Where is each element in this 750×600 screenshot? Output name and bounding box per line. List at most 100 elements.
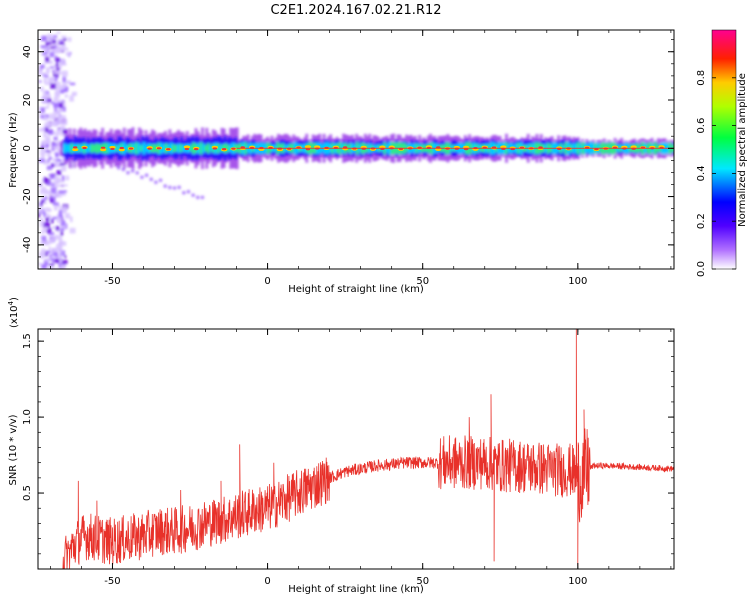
heatmap-noise-cell	[58, 210, 63, 216]
heatmap-noise-cell	[59, 250, 66, 257]
heatmap-noise-cell	[40, 127, 46, 132]
heatmap-core-cell	[183, 145, 191, 149]
heatmap-band-cell	[70, 143, 74, 154]
heatmap-band-cell	[189, 145, 193, 152]
heatmap-noise-cell	[52, 255, 56, 259]
heatmap-noise-cell	[62, 88, 68, 93]
heatmap-noise-cell	[57, 99, 61, 103]
x-tick-label: -50	[104, 276, 120, 287]
heatmap-core-cell	[110, 147, 115, 151]
heatmap-noise-cell	[57, 39, 61, 44]
heatmap-noise-cell	[62, 260, 68, 264]
heatmap-band-cell	[144, 145, 149, 152]
heatmap-noise-cell	[53, 192, 59, 197]
heatmap-noise-cell	[55, 152, 59, 158]
heatmap-noise-cell	[52, 248, 59, 255]
heatmap-noise-cell	[50, 122, 55, 127]
heatmap-noise-cell	[44, 122, 50, 128]
heatmap-noise-cell	[59, 42, 65, 45]
heatmap-noise-cell	[38, 72, 45, 76]
heatmap-noise-cell	[69, 95, 74, 102]
heatmap-noise-cell	[40, 107, 46, 113]
heatmap-noise-cell	[60, 125, 66, 130]
heatmap-noise-cell	[55, 140, 60, 145]
heatmap-noise-cell	[41, 264, 47, 269]
heatmap-tail-cell	[144, 173, 149, 177]
heatmap-noise-cell	[62, 101, 66, 108]
heatmap-tail-cell	[126, 170, 130, 175]
heatmap-noise-cell	[52, 158, 59, 162]
heatmap-noise-cell	[46, 217, 49, 223]
heatmap-noise-cell	[53, 180, 60, 185]
heatmap-noise-cell	[45, 57, 50, 62]
heatmap-noise-cell	[53, 202, 59, 206]
heatmap-noise-cell	[41, 145, 44, 150]
heatmap-noise-cell	[40, 202, 43, 207]
heatmap-noise-cell	[56, 128, 62, 135]
heatmap-band-cell	[92, 144, 97, 152]
heatmap-noise-cell	[56, 217, 62, 224]
heatmap-noise-cell	[46, 93, 51, 98]
heatmap-noise-cell	[58, 262, 61, 267]
heatmap-band-cell	[77, 144, 82, 153]
heatmap-noise-cell	[51, 101, 55, 105]
y-tick-label: 0.5	[22, 485, 33, 501]
x-tick-label: 100	[568, 276, 587, 287]
heatmap-noise-cell	[40, 150, 46, 156]
heatmap-noise-cell	[49, 215, 52, 220]
heatmap-noise-cell	[56, 193, 62, 198]
heatmap-noise-cell	[57, 164, 62, 168]
heatmap-noise-cell	[59, 210, 64, 213]
heatmap-noise-cell	[45, 135, 51, 141]
heatmap-noise-cell	[60, 241, 67, 246]
heatmap-noise-cell	[53, 252, 58, 258]
snr-x-ticks: -50 0 50 100	[50, 329, 672, 587]
heatmap-noise-cell	[48, 257, 55, 261]
heatmap-noise-cell	[52, 43, 58, 47]
heatmap-noise-cell	[40, 221, 45, 228]
heatmap-noise-cell	[58, 244, 63, 249]
heatmap-noise-cell	[60, 227, 65, 232]
heatmap-noise-cell	[45, 75, 49, 78]
heatmap-noise-cell	[63, 190, 67, 193]
heatmap-noise-cell	[48, 156, 52, 160]
heatmap-noise-cell	[46, 152, 51, 157]
heatmap-noise-cell	[50, 37, 56, 40]
heatmap-tail-cell	[135, 171, 140, 175]
heatmap-noise-cell	[60, 264, 65, 269]
heatmap-core-cell	[82, 146, 87, 150]
heatmap-noise-cell	[52, 35, 58, 39]
heatmap-band-cell	[114, 145, 119, 152]
heatmap-noise-cell	[50, 83, 56, 89]
heatmap-noise-cell	[43, 100, 47, 103]
heatmap-noise-cell	[43, 222, 48, 228]
heatmap-noise-cell	[45, 91, 50, 94]
heatmap-tail-cell	[200, 195, 205, 200]
heatmap-noise-cell	[56, 67, 60, 71]
heatmap-noise-cell	[61, 133, 66, 137]
heatmap-core-cell	[147, 147, 152, 150]
heatmap-noise-cell	[58, 115, 63, 120]
heatmap-band-cell	[67, 144, 72, 153]
heatmap-noise-cell	[42, 73, 46, 77]
heatmap-noise-cell	[59, 71, 63, 75]
heatmap-noise-cell	[66, 80, 71, 84]
heatmap-tail-cell	[168, 185, 172, 190]
heatmap-core-cell	[156, 147, 162, 150]
heatmap-band-cell	[107, 143, 111, 154]
heatmap-band-cell	[219, 144, 223, 152]
heatmap-y-label: Frequency (Hz)	[8, 112, 19, 188]
heatmap-noise-cell	[49, 150, 52, 154]
heatmap-band-cell	[124, 145, 129, 152]
heatmap-noise-cell	[50, 198, 54, 204]
heatmap-tail-cell	[158, 178, 163, 183]
heatmap-noise-cell	[55, 86, 61, 90]
heatmap-noise-cell	[49, 239, 54, 244]
heatmap-band-cell	[206, 143, 211, 154]
heatmap-noise-cell	[64, 255, 67, 259]
heatmap-band-cell	[224, 143, 228, 154]
heatmap-noise-cell	[49, 263, 55, 266]
heatmap-noise-cell	[43, 78, 47, 84]
heatmap-noise-cell	[48, 173, 52, 177]
heatmap-noise-cell	[53, 109, 57, 114]
